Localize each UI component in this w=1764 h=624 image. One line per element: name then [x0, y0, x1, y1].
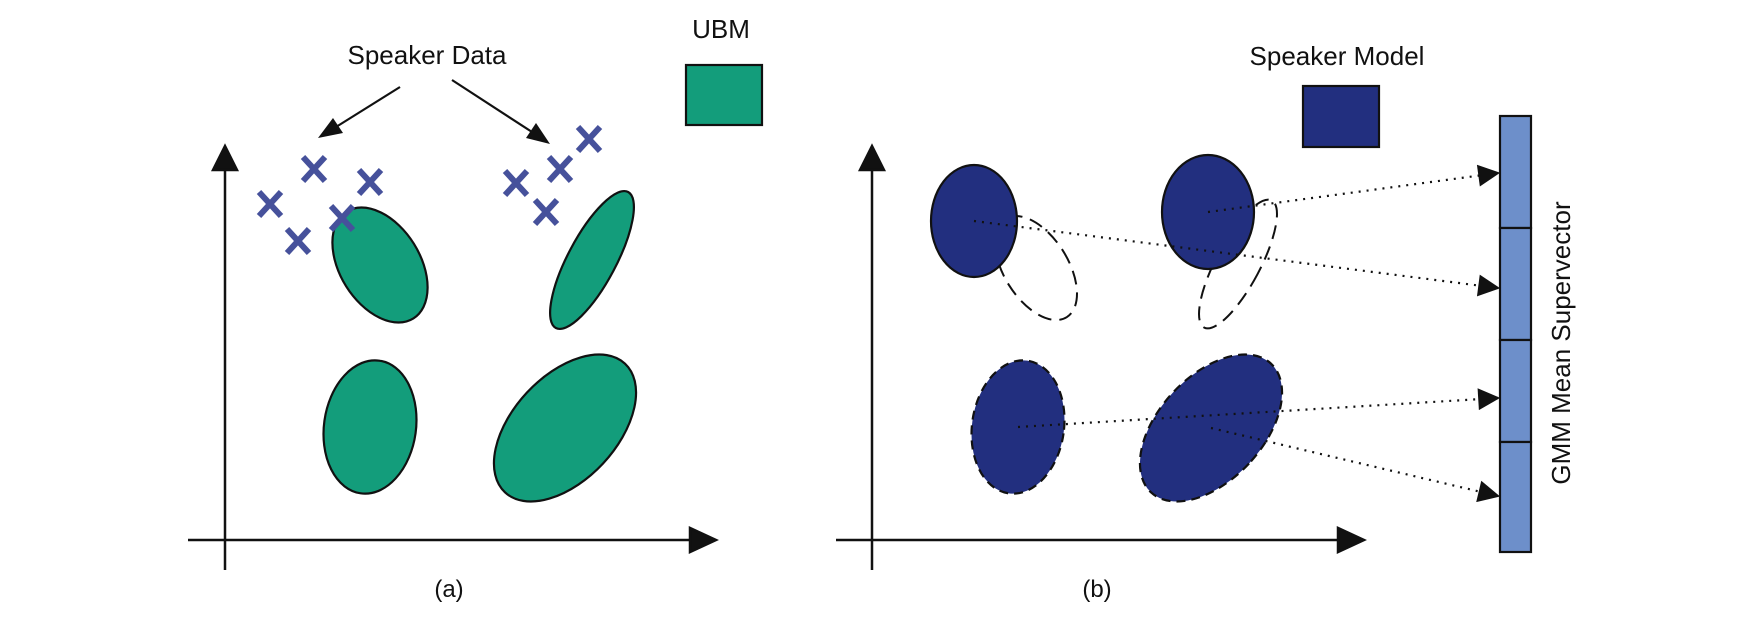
mean-arrow-2 [1207, 164, 1501, 214]
supervector-segment-2 [1498, 226, 1533, 342]
speaker-data-cross [546, 154, 574, 184]
panel-a: Speaker Data UBM (a) [188, 14, 764, 603]
speaker-data-arrowhead-left [318, 118, 343, 138]
speaker-data-cross [328, 203, 356, 233]
ubm-legend-label: UBM [692, 14, 750, 44]
gmm-mean-supervector-bar [1498, 114, 1533, 554]
panel-a-y-arrowhead [210, 143, 240, 172]
ubm-legend-swatch [684, 63, 764, 127]
panel-b-y-arrowhead [857, 143, 887, 172]
ubm-component-1 [331, 206, 429, 324]
mean-arrow-4 [1210, 426, 1501, 503]
speaker-model-legend-swatch [1301, 84, 1381, 149]
panel-b-axes [836, 143, 1367, 570]
speaker-data-arrows [318, 79, 550, 144]
panel-a-axes [188, 143, 719, 570]
ubm-component-3 [322, 359, 418, 495]
mean-arrow-1 [973, 219, 1501, 297]
panel-b: Speaker Model GMM Mean Supervector (b) [836, 41, 1576, 603]
panel-a-caption: (a) [434, 576, 463, 603]
speaker-model-legend-label: Speaker Model [1250, 41, 1425, 71]
panel-a-x-arrowhead [688, 526, 719, 554]
supervector-segment-1 [1498, 114, 1533, 230]
speaker-data-cross [502, 168, 530, 198]
speaker-data-cross [300, 154, 328, 184]
mean-stacking-arrows [973, 164, 1501, 503]
speaker-data-cross [575, 124, 603, 154]
ubm-mixture-components [322, 189, 638, 503]
ubm-component-4 [492, 353, 638, 503]
supervector-segment-4 [1498, 440, 1533, 554]
speaker-data-cross [256, 189, 284, 219]
speaker-data-arrowhead-right [526, 123, 550, 144]
panel-b-caption: (b) [1082, 576, 1111, 603]
speaker-model-components [929, 153, 1284, 503]
speaker-data-points [256, 124, 603, 256]
supervector-segment-3 [1498, 338, 1533, 444]
speaker-data-cross [284, 226, 312, 256]
speaker-data-cross [356, 167, 384, 197]
supervector-label: GMM Mean Supervector [1546, 201, 1576, 485]
panel-b-x-arrowhead [1336, 526, 1367, 554]
mean-arrow-3 [1017, 388, 1501, 429]
ubm-component-2 [548, 189, 636, 331]
ubm-outline-1 [993, 214, 1079, 322]
speaker-data-cross [532, 197, 560, 227]
speaker-data-label: Speaker Data [348, 40, 508, 70]
